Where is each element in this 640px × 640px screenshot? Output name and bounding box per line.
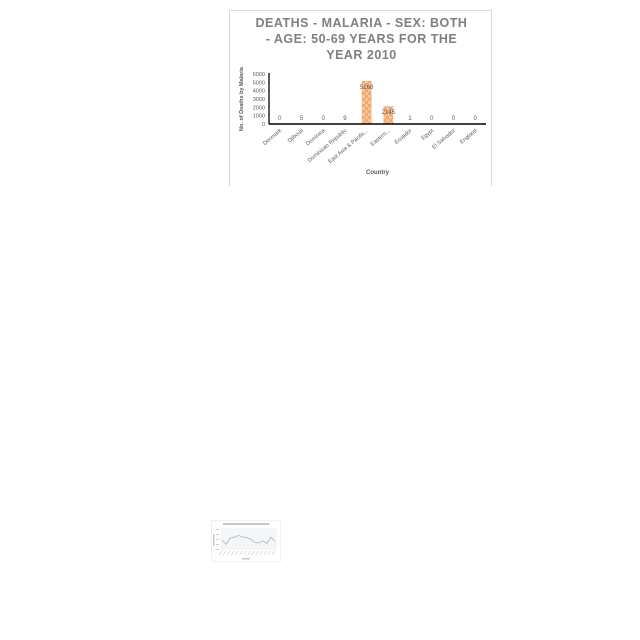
thumb-x-tick-1 (222, 550, 227, 556)
thumb-plot-area (220, 528, 277, 550)
x-tick-label-8: El Salvador (431, 128, 457, 151)
thumb-x-tick-12 (267, 550, 272, 556)
chart-title-line-2: - AGE: 50-69 YEARS FOR THE (265, 32, 458, 46)
data-label-4: 5168 (360, 85, 374, 91)
thumb-x-tick-6 (243, 550, 247, 556)
thumb-y-tick-4 (216, 549, 219, 550)
y-tick-label-6: 6000 (253, 72, 265, 78)
y-tick-label-4: 4000 (253, 89, 265, 95)
thumb-title-mark (223, 523, 269, 525)
thumb-y-tick-3 (216, 544, 219, 545)
x-tick-label-7: Egypt (420, 128, 435, 142)
data-label-8: 0 (452, 116, 456, 122)
y-tick-label-0: 0 (262, 122, 265, 128)
data-label-5: 2145 (382, 110, 396, 116)
thumb-x-tick-8 (251, 550, 255, 556)
thumb-y-tick-2 (216, 539, 219, 540)
thumb-line-series (221, 534, 276, 546)
data-label-1: 5 (300, 116, 304, 122)
x-axis-title: Country (366, 170, 390, 176)
data-label-7: 0 (430, 116, 434, 122)
data-label-9: 0 (473, 116, 477, 122)
y-tick-label-3: 3000 (253, 97, 265, 103)
thumb-x-title-mark (242, 558, 250, 560)
thumb-x-tick-3 (230, 550, 235, 556)
y-tick-label-5: 5000 (253, 80, 265, 86)
thumb-y-tick-0 (216, 529, 219, 530)
thumb-x-tick-2 (226, 550, 231, 556)
x-tick-label-5: Eastern... (370, 128, 392, 148)
thumb-x-tick-13 (271, 550, 276, 556)
chart-title: DEATHS - MALARIA - SEX: BOTH - AGE: 50-6… (230, 15, 493, 63)
x-tick-label-0: Denmark (262, 128, 283, 147)
thumb-x-tick-0 (218, 550, 223, 556)
x-tick-label-3: Dominican Republic (307, 128, 349, 164)
main-chart-card: DEATHS - MALARIA - SEX: BOTH - AGE: 50-6… (229, 10, 492, 186)
data-label-2: 0 (322, 116, 326, 122)
thumb-y-tick-1 (216, 534, 219, 535)
x-tick-label-4: East Asia & Pacific... (327, 128, 370, 165)
chart-title-line-3: YEAR 2010 (326, 48, 397, 62)
chart-title-line-1: DEATHS - MALARIA - SEX: BOTH (255, 16, 468, 30)
thumb-y-title-mark (213, 534, 215, 546)
thumb-x-tick-5 (239, 550, 243, 556)
thumbnail-line-chart (211, 520, 281, 562)
y-axis-title: No. of Deaths by Malaria (239, 66, 245, 131)
thumb-x-tick-11 (263, 550, 268, 556)
thumbnail-chart-card (211, 520, 281, 562)
bar-4 (361, 80, 372, 124)
y-tick-label-1: 1000 (253, 114, 265, 120)
thumb-x-tick-4 (235, 550, 239, 556)
data-label-3: 9 (343, 116, 347, 122)
data-label-0: 0 (278, 116, 282, 122)
data-label-6: 1 (408, 116, 412, 122)
x-tick-label-9: England (459, 128, 478, 146)
thumb-x-tick-9 (255, 550, 259, 556)
thumb-x-tick-7 (247, 550, 251, 556)
thumb-x-tick-10 (259, 550, 264, 556)
bar-5 (383, 106, 394, 125)
x-tick-label-1: Djibouti (287, 128, 305, 144)
x-tick-label-6: Ecuador (394, 128, 414, 146)
y-tick-label-2: 2000 (253, 105, 265, 111)
